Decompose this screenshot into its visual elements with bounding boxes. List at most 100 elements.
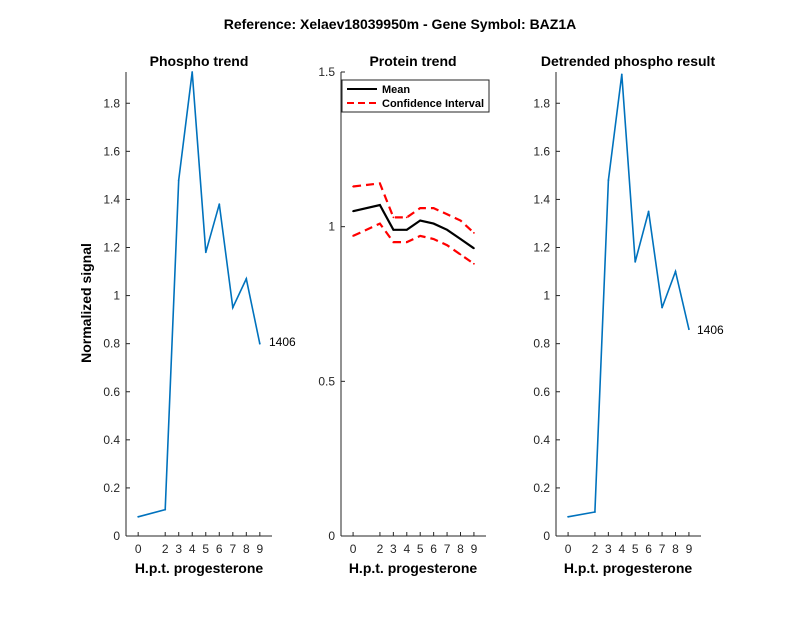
phospho-trend-x-tick-label: 6 [216,542,223,556]
protein-trend-series-mean-point [352,210,354,213]
protein-trend-x-tick-label: 9 [471,542,478,556]
detrended-phospho-panel: Detrended phospho result H.p.t. progeste… [533,53,724,576]
phospho-trend-series-phospho-point [177,179,180,182]
protein-trend-legend: Mean Confidence Interval [341,79,490,113]
detrended-phospho-annotation: 1406 [697,323,724,337]
phospho-trend-series-phospho-point [258,342,261,345]
phospho-trend-x-tick-label: 0 [135,542,142,556]
protein-trend-series-ci-lower-point [459,253,462,256]
phospho-trend-annotation: 1406 [269,335,296,349]
protein-trend-y-tick-label: 0.5 [318,374,335,388]
protein-trend-x-tick-label: 7 [444,542,451,556]
protein-trend-series-mean-point [459,238,462,240]
phospho-trend-x-tick-label: 5 [202,542,209,556]
protein-trend-axes: 0 0.5 1 1.5 0 2 3 4 5 6 7 8 9 [318,65,486,556]
phospho-trend-series-phospho-point [245,277,248,280]
phospho-trend-x-tick-label: 7 [229,542,236,556]
protein-trend-title: Protein trend [369,53,456,69]
detrended-phospho-xlabel: H.p.t. progesterone [564,560,693,576]
phospho-trend-x-tick-label: 2 [162,542,169,556]
phospho-trend-y-tick-label: 1.4 [103,192,120,206]
detrended-phospho-plot [567,73,690,518]
detrended-phospho-x-tick-label: 8 [672,542,679,556]
detrended-phospho-x-tick-label: 0 [565,542,572,556]
protein-trend-series-ci-upper-point [379,182,381,185]
protein-trend-x-tick-label: 6 [430,542,437,556]
detrended-phospho-x-tick-label: 6 [645,542,652,556]
protein-trend-panel: Protein trend H.p.t. progesterone 0 0.5 1 1… [318,53,490,576]
protein-trend-series-ci-upper-point [446,213,448,216]
detrended-phospho-series-detrended-point [594,511,596,513]
legend-mean-label: Mean [382,84,410,96]
phospho-trend-panel: Phospho trend H.p.t. progesterone Normal… [78,53,296,576]
protein-trend-series-ci-lower-point [419,235,422,237]
phospho-trend-y-tick-label: 1.6 [103,144,120,158]
detrended-phospho-series-detrended-point [567,515,569,518]
protein-trend-x-tick-label: 2 [377,542,384,556]
phospho-trend-y-tick-label: 0.8 [103,337,120,351]
phospho-trend-series-phospho-point [137,515,140,518]
protein-trend-x-tick-label: 4 [403,542,410,556]
phospho-trend-x-tick-label: 4 [189,542,196,556]
legend-ci-label: Confidence Interval [382,98,484,110]
protein-trend-series-ci-upper-point [459,219,462,222]
detrended-phospho-title: Detrended phospho result [541,53,716,69]
protein-trend-y-tick-label: 1.5 [318,65,335,79]
detrended-phospho-x-tick-label: 2 [592,542,599,556]
phospho-trend-y-tick-label: 0 [113,529,120,543]
detrended-phospho-x-tick-label: 7 [659,542,666,556]
protein-trend-series-mean-point [432,222,435,225]
detrended-phospho-series-detrended-point [661,306,663,309]
protein-trend-x-tick-label: 3 [390,542,397,556]
protein-trend-series-mean-point [473,247,475,250]
detrended-phospho-series-detrended-point [620,73,623,76]
protein-trend-y-tick-label: 1 [328,220,335,234]
detrended-phospho-y-tick-label: 1 [543,289,550,303]
detrended-phospho-x-tick-label: 3 [605,542,612,556]
phospho-trend-xlabel: H.p.t. progesterone [135,560,264,576]
phospho-trend-y-tick-label: 0.2 [103,481,120,495]
phospho-trend-series-phospho-point [164,508,167,511]
phospho-trend-y-tick-label: 1 [113,289,120,303]
protein-trend-series-ci-lower-point [432,238,435,240]
protein-trend-series-ci-upper-point [432,207,435,210]
protein-trend-series-ci-lower-point [392,241,395,244]
detrended-phospho-y-tick-label: 0 [543,529,550,543]
phospho-trend-plot [137,71,261,518]
phospho-trend-series-phospho-point [204,251,207,254]
protein-trend-plot [352,182,475,265]
protein-trend-series-ci-lower-point [473,262,475,265]
protein-trend-x-tick-label: 0 [350,542,357,556]
protein-trend-series-mean-point [392,228,395,231]
phospho-trend-y-tick-label: 1.8 [103,96,120,110]
detrended-phospho-y-tick-label: 0.6 [533,385,550,399]
phospho-trend-title: Phospho trend [150,53,249,69]
legend-box [341,79,490,113]
protein-trend-series-ci-lower-point [379,222,381,225]
phospho-trend-y-tick-label: 0.4 [103,433,120,447]
detrended-phospho-x-tick-label: 5 [632,542,639,556]
phospho-trend-x-tick-label: 9 [256,542,263,556]
protein-trend-xlabel: H.p.t. progesterone [349,560,478,576]
detrended-phospho-axes: 0 0.2 0.4 0.6 0.8 1 1.2 1.4 1.6 1.8 0 2 3 4 5 6 7 8 9 [533,72,701,556]
detrended-phospho-y-tick-label: 0.4 [533,433,550,447]
phospho-trend-x-tick-label: 8 [243,542,250,556]
phospho-trend-ylabel: Normalized signal [78,243,94,363]
detrended-phospho-series-detrended-point [647,210,650,213]
detrended-phospho-series-detrended-point [607,179,610,182]
protein-trend-series-ci-upper-point [352,185,354,188]
protein-trend-series-ci-upper-point [392,216,395,219]
phospho-trend-series-phospho-point [191,71,194,73]
detrended-phospho-series-detrended-point [688,328,690,331]
protein-trend-y-tick-label: 0 [328,529,335,543]
figure-title: Reference: Xelaev18039950m - Gene Symbol… [224,16,577,32]
protein-trend-x-tick-label: 8 [457,542,464,556]
phospho-trend-axes: 0 0.2 0.4 0.6 0.8 1 1.2 1.4 1.6 1.8 0 2 3 4 5 6 7 8 9 [103,72,272,556]
detrended-phospho-y-tick-label: 0.8 [533,337,550,351]
protein-trend-x-tick-label: 5 [417,542,424,556]
protein-trend-series-ci-upper-point [419,207,422,210]
detrended-phospho-x-tick-label: 9 [686,542,693,556]
protein-trend-series-ci-lower-point [352,235,354,237]
detrended-phospho-y-tick-label: 1.2 [533,241,550,255]
